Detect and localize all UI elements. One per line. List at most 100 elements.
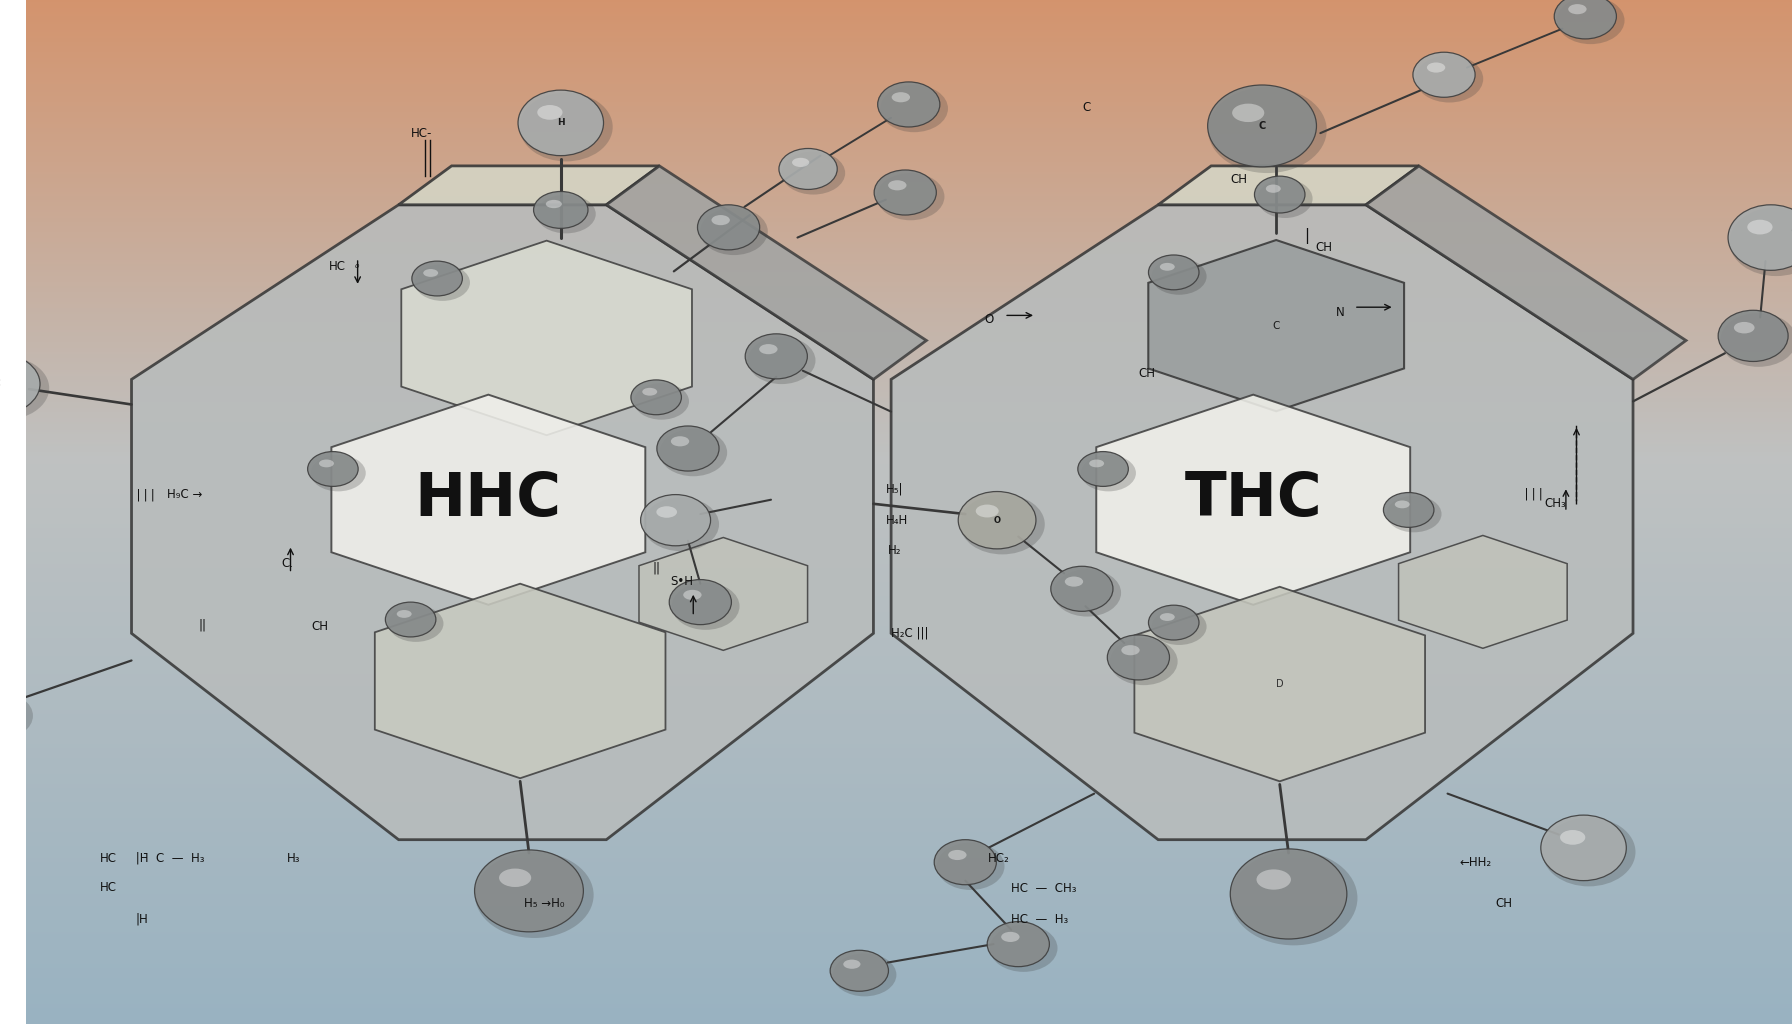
Ellipse shape (780, 148, 837, 189)
Text: HC₂: HC₂ (987, 852, 1011, 864)
Ellipse shape (711, 215, 729, 225)
Ellipse shape (1720, 313, 1792, 367)
Text: H: H (557, 119, 564, 127)
Polygon shape (891, 205, 1633, 840)
Ellipse shape (683, 590, 702, 600)
Ellipse shape (792, 158, 810, 167)
Polygon shape (1158, 166, 1419, 205)
Text: |H̄  C  —  H₃: |H̄ C — H₃ (131, 852, 204, 864)
Ellipse shape (536, 195, 595, 233)
Ellipse shape (1568, 4, 1586, 14)
Text: H₄H: H₄H (885, 514, 909, 526)
Ellipse shape (520, 92, 613, 162)
Ellipse shape (1256, 869, 1290, 890)
Ellipse shape (670, 436, 690, 446)
Ellipse shape (1254, 176, 1305, 213)
Ellipse shape (701, 208, 767, 255)
Ellipse shape (498, 868, 530, 887)
Text: H₂C |||: H₂C ||| (891, 627, 928, 639)
Ellipse shape (416, 264, 470, 301)
Ellipse shape (1002, 932, 1020, 942)
Text: H₉C →: H₉C → (167, 488, 202, 501)
Ellipse shape (659, 429, 728, 476)
Text: D: D (1276, 679, 1283, 689)
Ellipse shape (1050, 566, 1113, 611)
Ellipse shape (1090, 460, 1104, 467)
Polygon shape (1134, 587, 1425, 781)
Text: HC: HC (100, 882, 116, 894)
Ellipse shape (1383, 493, 1434, 527)
Ellipse shape (538, 105, 563, 120)
Text: CH: CH (1138, 368, 1156, 380)
Ellipse shape (634, 383, 688, 420)
Polygon shape (332, 394, 645, 605)
Text: C: C (1258, 121, 1265, 131)
Text: HC  —  H₃: HC — H₃ (1011, 913, 1068, 926)
Ellipse shape (975, 505, 998, 517)
Ellipse shape (1081, 455, 1136, 492)
Ellipse shape (1152, 608, 1206, 645)
Ellipse shape (389, 605, 443, 642)
Text: HC-: HC- (410, 127, 432, 139)
Ellipse shape (747, 337, 815, 384)
Polygon shape (401, 241, 692, 435)
Ellipse shape (876, 173, 944, 220)
Ellipse shape (0, 353, 39, 415)
Ellipse shape (1394, 501, 1410, 508)
Text: |: | (1305, 227, 1310, 244)
Text: H₅ →H₀: H₅ →H₀ (523, 897, 564, 909)
Text: CH₃: CH₃ (1545, 498, 1566, 510)
Ellipse shape (1233, 103, 1265, 122)
Polygon shape (398, 166, 659, 205)
Ellipse shape (0, 356, 48, 420)
Text: H₅|: H₅| (885, 483, 903, 496)
Ellipse shape (1231, 851, 1358, 945)
Text: |||: ||| (134, 488, 156, 501)
Ellipse shape (1152, 258, 1206, 295)
Ellipse shape (308, 452, 358, 486)
Text: ||: || (652, 562, 661, 574)
Text: CH: CH (312, 621, 328, 633)
Ellipse shape (672, 583, 740, 630)
Ellipse shape (1416, 55, 1484, 102)
Ellipse shape (874, 170, 937, 215)
Ellipse shape (1107, 635, 1170, 680)
Ellipse shape (1064, 577, 1082, 587)
Text: C: C (1272, 321, 1279, 331)
Ellipse shape (0, 692, 32, 739)
Text: H₃: H₃ (287, 852, 301, 864)
Polygon shape (1097, 394, 1410, 605)
Polygon shape (375, 584, 665, 778)
Text: ||: || (199, 618, 206, 631)
Text: N: N (1337, 306, 1346, 318)
Polygon shape (1398, 536, 1568, 648)
Ellipse shape (658, 426, 719, 471)
Polygon shape (1149, 240, 1405, 412)
Text: $_o$: $_o$ (355, 261, 360, 271)
Ellipse shape (475, 852, 593, 938)
Ellipse shape (760, 344, 778, 354)
Ellipse shape (310, 455, 366, 492)
Text: CH: CH (1495, 897, 1512, 909)
Text: O: O (986, 313, 995, 326)
Ellipse shape (396, 610, 412, 617)
Ellipse shape (1729, 207, 1792, 276)
Ellipse shape (892, 92, 910, 102)
Text: C.: C. (281, 557, 294, 569)
Ellipse shape (878, 82, 939, 127)
Text: H₂: H₂ (887, 545, 901, 557)
Ellipse shape (1077, 452, 1129, 486)
Polygon shape (131, 205, 873, 840)
Text: |H: |H (134, 912, 147, 925)
Ellipse shape (697, 205, 760, 250)
Ellipse shape (631, 380, 681, 415)
Ellipse shape (830, 950, 889, 991)
Ellipse shape (1054, 569, 1122, 616)
Ellipse shape (1735, 322, 1754, 334)
Polygon shape (1366, 166, 1686, 380)
Text: HC: HC (330, 260, 346, 272)
Ellipse shape (1727, 205, 1792, 270)
Ellipse shape (889, 180, 907, 190)
Ellipse shape (989, 925, 1057, 972)
Ellipse shape (1541, 815, 1627, 881)
